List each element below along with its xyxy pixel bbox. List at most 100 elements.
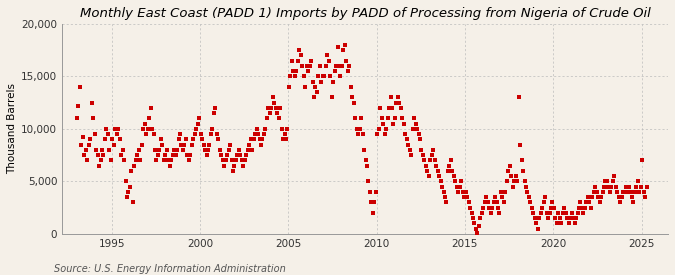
Point (503, 169, 514, 173)
Point (344, 64, 355, 68)
Point (407, 127, 418, 131)
Point (398, 122, 409, 126)
Point (205, 132, 216, 136)
Point (502, 179, 512, 184)
Point (469, 221, 480, 226)
Point (468, 216, 479, 220)
Point (481, 195, 491, 199)
Point (403, 142, 414, 147)
Point (301, 64, 312, 68)
Point (188, 137, 198, 142)
Point (111, 132, 122, 136)
Point (201, 153, 212, 157)
Point (435, 179, 446, 184)
Point (125, 185, 136, 189)
Point (504, 163, 515, 168)
Point (288, 69, 299, 73)
Point (294, 48, 304, 52)
Point (227, 169, 238, 173)
Point (325, 74, 335, 79)
Point (146, 127, 157, 131)
Point (302, 69, 313, 73)
Point (544, 211, 555, 215)
Point (389, 116, 400, 121)
Point (292, 59, 303, 63)
Point (328, 79, 339, 84)
Point (114, 137, 125, 142)
Point (414, 137, 425, 142)
Point (526, 205, 537, 210)
Point (396, 106, 406, 110)
Point (291, 69, 302, 73)
Point (457, 190, 468, 194)
Point (601, 179, 612, 184)
Point (575, 200, 586, 205)
Point (579, 205, 590, 210)
Point (408, 116, 419, 121)
Point (338, 48, 349, 52)
Point (132, 153, 142, 157)
Point (126, 169, 137, 173)
Point (166, 158, 177, 163)
Point (354, 127, 365, 131)
Point (483, 200, 493, 205)
Point (508, 185, 518, 189)
Point (488, 200, 499, 205)
Point (155, 137, 166, 142)
Point (524, 195, 535, 199)
Point (456, 179, 466, 184)
Point (290, 74, 300, 79)
Point (73, 104, 84, 108)
Point (190, 132, 200, 136)
Point (422, 169, 433, 173)
Point (216, 153, 227, 157)
Point (487, 205, 497, 210)
Point (229, 163, 240, 168)
Point (171, 148, 182, 152)
Point (366, 200, 377, 205)
Point (419, 158, 430, 163)
Point (98, 153, 109, 157)
Point (259, 132, 269, 136)
Point (450, 179, 461, 184)
Point (313, 74, 324, 79)
Point (298, 74, 309, 79)
Point (251, 127, 262, 131)
Point (90, 148, 101, 152)
Point (493, 205, 504, 210)
Point (600, 179, 611, 184)
Point (297, 64, 308, 68)
Point (568, 216, 578, 220)
Point (429, 158, 440, 163)
Point (333, 64, 344, 68)
Point (341, 59, 352, 63)
Point (632, 179, 643, 184)
Point (506, 174, 516, 178)
Point (558, 211, 568, 215)
Point (494, 211, 505, 215)
Point (272, 111, 283, 116)
Point (454, 185, 465, 189)
Point (332, 45, 343, 49)
Point (153, 153, 163, 157)
Title: Monthly East Coast (PADD 1) Imports by PADD of Processing from Nigeria of Crude : Monthly East Coast (PADD 1) Imports by P… (80, 7, 651, 20)
Point (351, 127, 362, 131)
Point (113, 127, 124, 131)
Point (590, 185, 601, 189)
Point (565, 216, 576, 220)
Point (418, 153, 429, 157)
Point (202, 148, 213, 152)
Point (247, 148, 258, 152)
Point (477, 211, 487, 215)
Point (78, 135, 88, 139)
Point (306, 59, 317, 63)
Point (128, 200, 138, 205)
Point (639, 190, 649, 194)
Point (211, 132, 222, 136)
Point (610, 185, 621, 189)
Point (225, 142, 236, 147)
Point (269, 100, 279, 105)
Point (198, 142, 209, 147)
Point (192, 122, 203, 126)
Point (256, 142, 267, 147)
